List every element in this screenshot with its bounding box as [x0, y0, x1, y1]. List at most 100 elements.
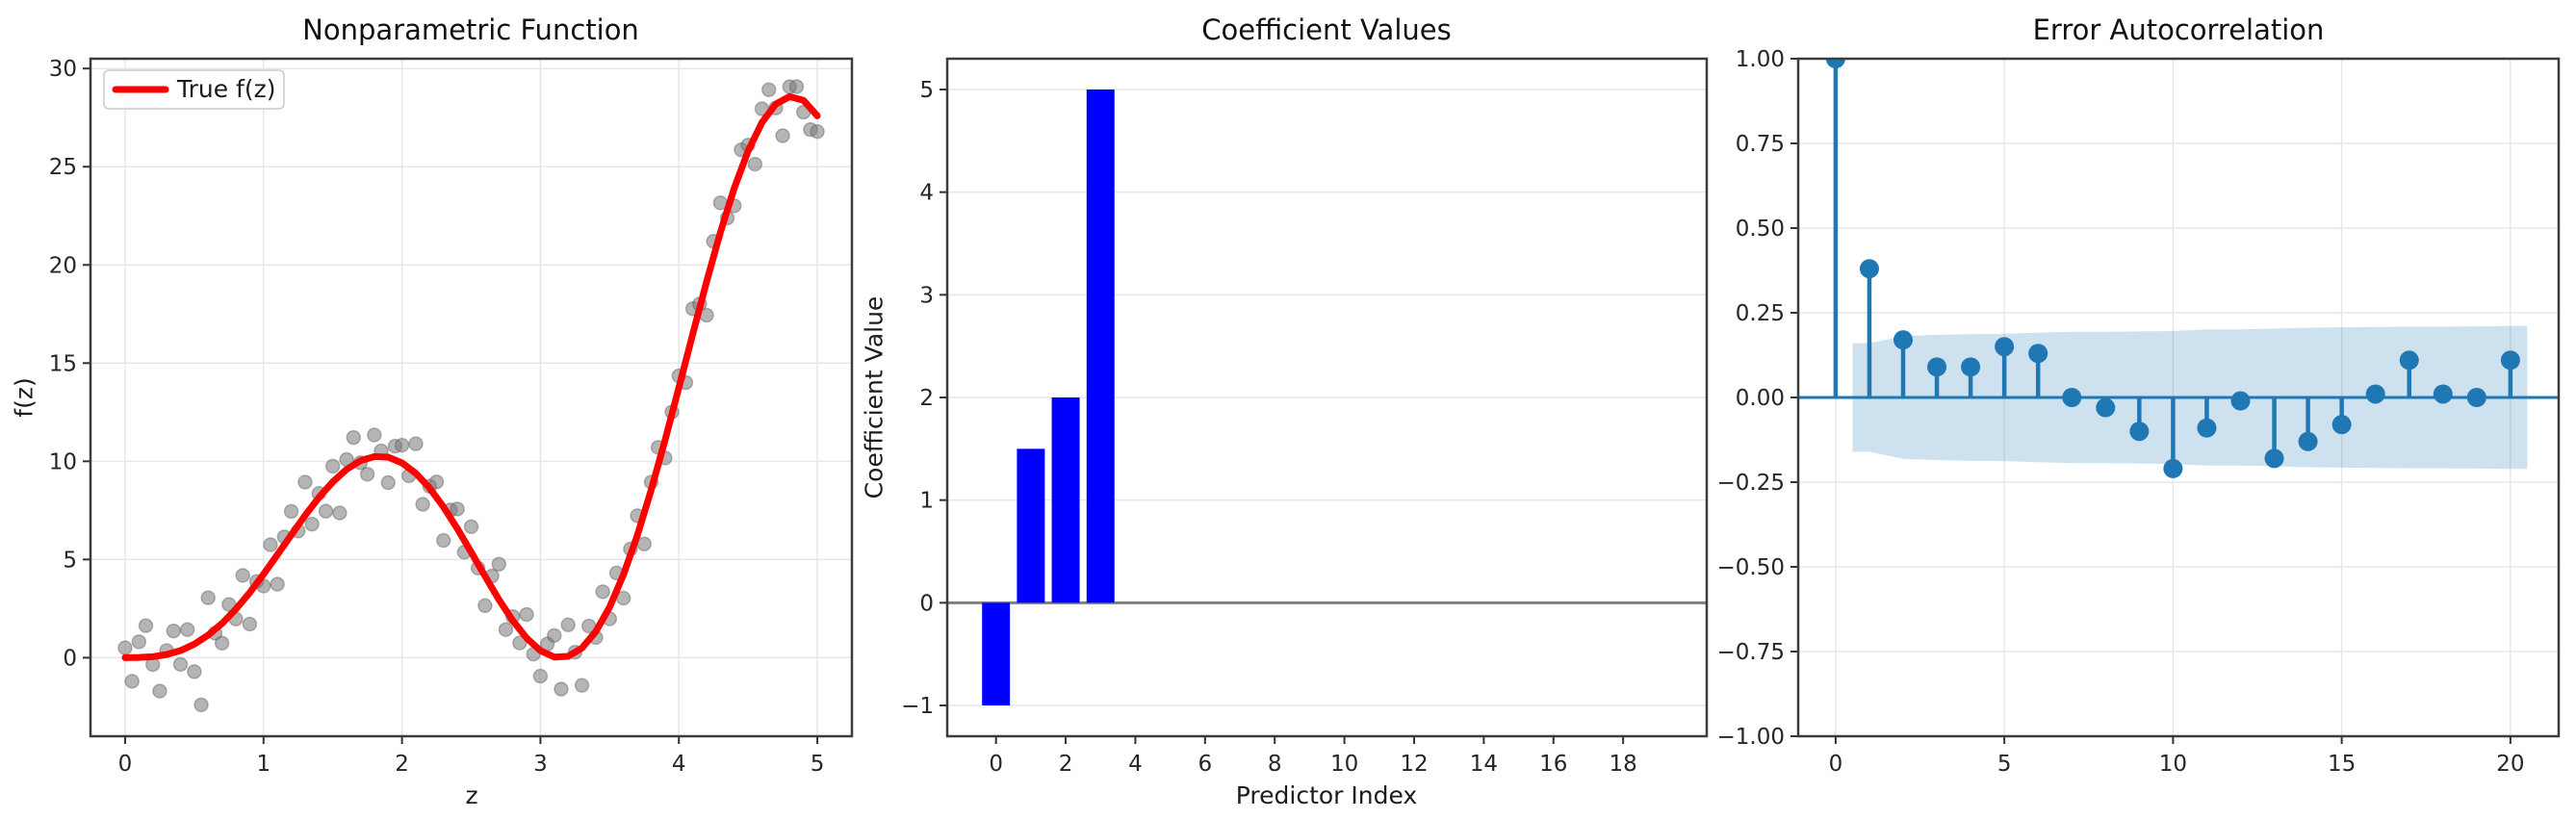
x-tick-label: 16	[1539, 752, 1567, 777]
y-tick-label: −1.00	[1717, 725, 1785, 750]
x-tick-label: 15	[2328, 752, 2356, 777]
scatter-point	[235, 568, 250, 583]
acf-dot	[2500, 350, 2520, 371]
y-tick-label: −0.50	[1717, 555, 1785, 580]
y-tick-label: 1.00	[1736, 47, 1785, 72]
true-curve	[121, 92, 821, 661]
acf-dot	[2062, 388, 2082, 407]
x-tick-label: 5	[1997, 752, 2012, 777]
scatter-point	[152, 683, 167, 699]
plot-area-nonparametric	[117, 79, 825, 713]
y-tick-label: −1	[901, 694, 934, 719]
acf-dot	[2230, 391, 2251, 411]
y-tick-label: 5	[63, 548, 77, 573]
acf-dot	[2399, 350, 2419, 371]
x-tick-label: 12	[1400, 752, 1428, 777]
plot-area-coefficients	[947, 90, 1707, 705]
y-tick-label: 2	[919, 386, 934, 411]
scatter-point	[200, 590, 216, 605]
x-tick-label: 10	[1330, 752, 1358, 777]
y-tick-label: −0.25	[1717, 471, 1785, 496]
scatter-point	[263, 537, 278, 552]
y-tick-label: 0.25	[1736, 301, 1785, 326]
coefficient-bars	[982, 90, 1115, 705]
panel-acf: 0 5 10 15 20 −1.00 −0.75 −0.50 −0.25 0.00 0.25 0.50…	[1717, 47, 2561, 777]
y-tick-label: 1	[919, 489, 934, 514]
scatter-point	[491, 556, 507, 572]
scatter-point	[332, 505, 348, 521]
panel2-title: Coefficient Values	[1201, 13, 1452, 46]
legend-box	[103, 69, 285, 110]
acf-dot	[2466, 388, 2486, 407]
scatter-point	[498, 622, 514, 637]
ticks-acf: 0 5 10 15 20 −1.00 −0.75 −0.50 −0.25 0.00 0.25 0.50…	[1717, 47, 2525, 777]
y-tick-label: 0	[919, 591, 934, 616]
x-tick-label: 18	[1609, 752, 1636, 777]
y-tick-label: 3	[919, 283, 934, 308]
scatter-point	[394, 437, 410, 453]
plot-area-acf	[1798, 59, 2559, 478]
acf-dot	[1995, 337, 2015, 357]
scatter-point	[193, 697, 209, 713]
x-tick-label: 14	[1470, 752, 1498, 777]
scatter-point	[547, 627, 562, 644]
x-tick-label: 3	[533, 752, 548, 777]
y-tick-label: 5	[919, 78, 934, 103]
axes-spines	[945, 57, 1709, 738]
y-tick-label: 20	[49, 253, 77, 278]
scatter-point	[519, 606, 534, 623]
x-tick-label: 1	[256, 752, 270, 777]
acf-dot	[2365, 384, 2385, 404]
scatter-point	[324, 458, 341, 474]
x-tick-label: 5	[811, 752, 825, 777]
acf-dot	[1859, 259, 1879, 279]
y-tick-label: 4	[919, 181, 934, 206]
scatter-point	[359, 467, 375, 482]
y-tick-label: 30	[49, 57, 77, 82]
scatter-point	[179, 622, 195, 637]
bar	[982, 602, 1011, 705]
scatter-point	[560, 617, 576, 633]
acf-dot	[2331, 415, 2352, 435]
y-tick-label: 0.50	[1736, 217, 1785, 242]
scatter-point	[304, 516, 320, 532]
acf-stems	[1825, 59, 2520, 478]
scatter-point	[380, 474, 396, 491]
x-tick-label: 0	[118, 752, 133, 777]
scatter-point	[747, 156, 763, 172]
scatter-point	[124, 674, 140, 689]
scatter-point	[595, 584, 610, 600]
x-tick-label: 8	[1268, 752, 1282, 777]
y-tick-label: 25	[49, 155, 77, 180]
scatter-point	[512, 635, 528, 651]
panel1-yaxis-label: f(z)	[10, 377, 39, 418]
y-tick-label: 0.75	[1736, 132, 1785, 157]
panel3-title: Error Autocorrelation	[2032, 13, 2325, 46]
acf-dot	[2433, 384, 2453, 404]
scatter-point	[297, 474, 313, 490]
scatter-point	[367, 427, 382, 443]
acf-dot	[2298, 431, 2318, 451]
scatter-point	[270, 576, 285, 592]
scatter-point	[435, 532, 451, 549]
axes-spines	[1796, 57, 2561, 738]
acf-dot	[1893, 330, 1914, 350]
x-tick-label: 0	[989, 752, 1003, 777]
acf-dot	[2028, 344, 2048, 364]
scatter-point	[187, 664, 202, 679]
acf-dot	[1825, 59, 1845, 68]
y-tick-label: 15	[49, 351, 77, 376]
scatter-point	[408, 436, 424, 451]
scatter-point	[477, 598, 493, 614]
bar	[1086, 90, 1115, 603]
scatter-point	[138, 618, 154, 633]
x-tick-label: 10	[2159, 752, 2187, 777]
scatter-point	[532, 668, 549, 684]
acf-dot	[1961, 357, 1981, 377]
scatter-point	[415, 497, 430, 512]
scatter-point	[214, 635, 230, 652]
scatter-point	[636, 536, 653, 551]
